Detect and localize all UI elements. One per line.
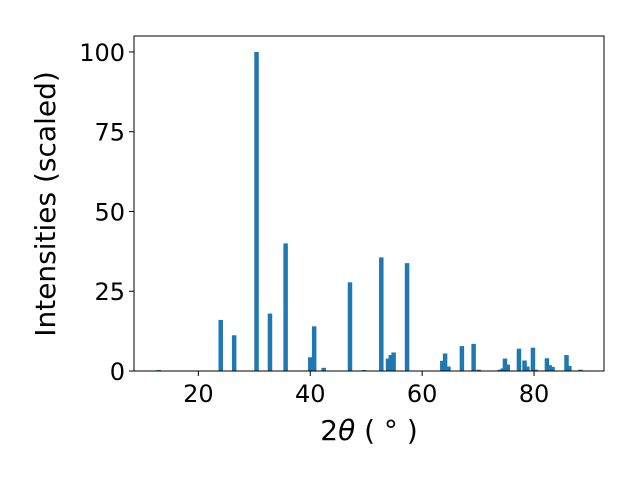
bar-20 <box>471 343 476 371</box>
bar-9 <box>347 282 353 371</box>
bar-31 <box>544 358 550 371</box>
x-axis-label: 2θ ( ° ) <box>320 414 418 447</box>
bar-33 <box>550 366 555 371</box>
bar-27 <box>522 360 527 371</box>
bar-4 <box>267 313 273 371</box>
bars-group <box>156 51 583 371</box>
y-tick-label: 100 <box>79 39 125 67</box>
bar-18 <box>446 366 451 371</box>
bar-34 <box>564 355 569 371</box>
bar-32 <box>547 365 552 371</box>
bar-17 <box>442 353 448 371</box>
y-tick-label: 50 <box>94 198 125 226</box>
bar-15 <box>404 263 410 371</box>
x-axis: 20 40 60 80 <box>183 371 549 408</box>
x-axis-label-symbol: θ <box>338 414 355 447</box>
y-axis: 0 25 50 75 100 <box>79 39 134 386</box>
bar-29 <box>530 347 536 371</box>
bar-23 <box>500 368 505 371</box>
bar-6 <box>308 357 313 371</box>
x-tick-label: 60 <box>407 380 438 408</box>
y-tick-label: 75 <box>94 119 125 147</box>
bar-7 <box>311 326 317 371</box>
bar-14 <box>391 352 396 371</box>
bar-26 <box>516 348 522 371</box>
y-tick-label: 25 <box>94 278 125 306</box>
bar-12 <box>385 358 391 371</box>
bar-5 <box>283 243 288 371</box>
bar-35 <box>567 365 572 371</box>
y-tick-label: 0 <box>110 358 125 386</box>
bar-36 <box>578 369 583 371</box>
bar-28 <box>525 366 530 371</box>
bar-2 <box>231 335 237 371</box>
bar-30 <box>533 369 538 371</box>
bar-25 <box>505 364 510 371</box>
bar-3 <box>254 51 259 371</box>
plot-frame <box>133 35 605 372</box>
x-axis-label-unit: ( ° ) <box>355 414 418 447</box>
bar-22 <box>497 369 503 371</box>
bar-19 <box>459 346 465 371</box>
x-tick-label: 80 <box>519 380 550 408</box>
bar-11 <box>379 257 384 371</box>
bar-21 <box>476 369 481 371</box>
bar-13 <box>388 355 394 371</box>
bar-1 <box>218 319 223 371</box>
bar-24 <box>502 358 508 371</box>
x-tick-label: 20 <box>183 380 214 408</box>
y-axis-label: Intensities (scaled) <box>29 71 62 337</box>
x-axis-label-prefix: 2 <box>320 414 338 447</box>
x-tick-label: 40 <box>295 380 326 408</box>
bar-8 <box>321 367 326 371</box>
bar-16 <box>440 360 445 371</box>
